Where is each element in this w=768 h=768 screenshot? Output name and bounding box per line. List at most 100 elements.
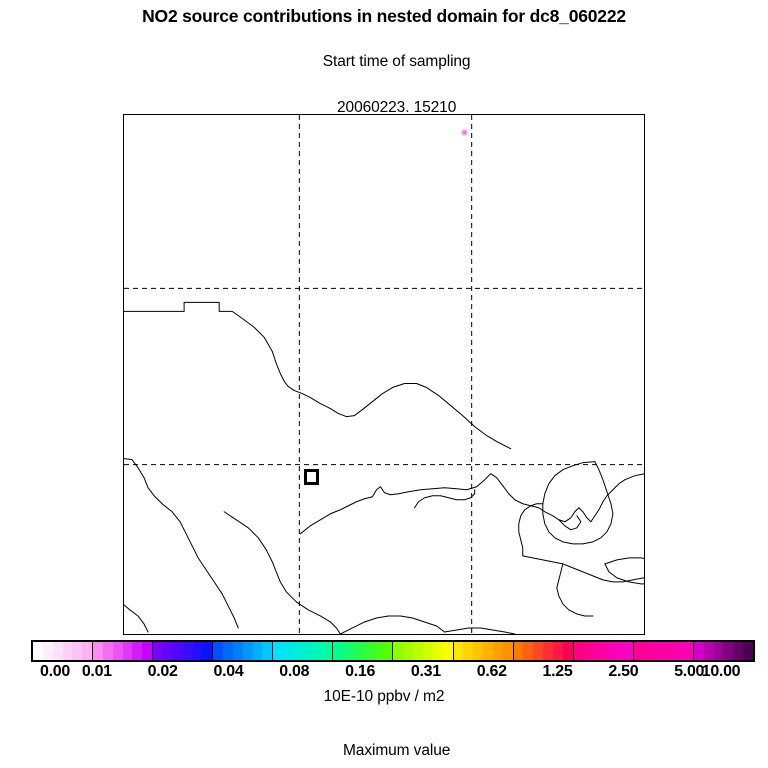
colorbar-step [343,642,354,660]
colorbar-step [403,642,414,660]
colorbar-step [593,642,604,660]
colorbar-step [223,642,233,660]
coastline-mexico-west [224,512,340,634]
colorbar-gradient[interactable] [31,640,755,662]
colorbar-step [312,642,323,660]
colorbar[interactable]: 0.00 0.01 0.02 0.04 0.08 0.16 0.31 0.62 1.25 2.50… [31,640,755,680]
colorbar-segment-11 [693,642,753,660]
colorbar-step [502,642,513,660]
colorbar-step [213,642,224,660]
colorbar-tick-4: 0.08 [279,663,310,680]
colorbar-step [653,642,664,660]
colorbar-step [372,642,383,660]
colorbar-tick-1: 0.01 [81,663,112,680]
colorbar-step [362,642,373,660]
colorbar-segment-0 [33,642,94,660]
colorbar-step [283,642,293,660]
colorbar-step [62,642,73,660]
plume-signal [461,129,468,136]
colorbar-step [432,642,443,660]
colorbar-tick-3: 0.04 [213,663,244,680]
map-coastlines [124,115,644,634]
colorbar-step [743,642,753,660]
colorbar-tick-labels: 0.00 0.01 0.02 0.04 0.08 0.16 0.31 0.62 1.25 2.50… [31,662,755,682]
colorbar-tick-11: 10.00 [701,663,741,680]
colorbar-step [473,642,484,660]
colorbar-step [483,642,493,660]
colorbar-step [633,642,644,660]
colorbar-step [663,642,674,660]
release-site-box[interactable] [304,469,319,485]
colorbar-step [533,642,544,660]
colorbar-tick-5: 0.16 [345,663,376,680]
colorbar-step [242,642,253,660]
colorbar-step [703,642,714,660]
colorbar-step [562,642,573,660]
colorbar-step [293,642,303,660]
start-time-value: 20060223. 15210 [337,99,457,116]
colorbar-step [442,642,453,660]
colorbar-step [322,642,333,660]
colorbar-step [72,642,83,660]
colorbar-step [252,642,263,660]
colorbar-step [172,642,183,660]
colorbar-step [573,642,584,660]
colorbar-step [713,642,724,660]
colorbar-step [142,642,153,660]
start-time-label: Start time of sampling [322,53,471,70]
colorbar-step [93,642,103,660]
coastline-cuba-south [605,564,644,586]
colorbar-step [182,642,193,660]
page-title: NO2 source contributions in nested domai… [142,6,626,26]
colorbar-step [543,642,553,660]
border-honduras-nicaragua [557,564,593,616]
coastline-mississippi-delta [559,516,581,530]
coastline-central-america-pacific [445,628,515,634]
colorbar-step [202,642,213,660]
colorbar-segment-3 [213,642,274,660]
maximum-value-label: Maximum value [343,742,451,759]
coastline-yucatan [543,462,613,544]
colorbar-step [192,642,203,660]
colorbar-step [393,642,404,660]
colorbar-step [423,642,433,660]
colorbar-tick-7: 0.62 [476,663,507,680]
colorbar-segment-7 [453,642,514,660]
colorbar-step [723,642,734,660]
colorbar-step [523,642,534,660]
colorbar-step [122,642,133,660]
colorbar-step [453,642,464,660]
colorbar-step [333,642,344,660]
colorbar-step [42,642,53,660]
map-panel[interactable] [123,114,645,635]
colorbar-step [583,642,594,660]
colorbar-tick-6: 0.31 [410,663,441,680]
coastline-central-america-north [523,556,643,582]
colorbar-step [643,642,654,660]
colorbar-segment-8 [513,642,574,660]
colorbar-segment-2 [153,642,214,660]
coastline-central-america-caribbean [643,578,644,634]
colorbar-step [102,642,113,660]
coastline-mexico-south [340,616,444,634]
coastline-usa-mexico-border [124,302,511,448]
colorbar-tick-8: 1.25 [542,663,573,680]
colorbar-unit-label: 10E-10 ppbv / m2 [323,688,445,705]
colorbar-step [273,642,284,660]
max-and-total-row: Maximum value 0.112E-11 ppbv / m2 Total … [0,718,768,768]
colorbar-step [382,642,393,660]
colorbar-step [513,642,524,660]
colorbar-step [163,642,173,660]
colorbar-step [262,642,273,660]
colorbar-segment-5 [333,642,394,660]
colorbar-step [693,642,704,660]
colorbar-tick-0: 0.00 [40,663,70,680]
colorbar-step [463,642,474,660]
colorbar-step [413,642,423,660]
colorbar-step [622,642,633,660]
colorbar-step [492,642,503,660]
colorbar-step [613,642,623,660]
coastline-gulf-of-california [124,605,148,632]
colorbar-step [603,642,614,660]
